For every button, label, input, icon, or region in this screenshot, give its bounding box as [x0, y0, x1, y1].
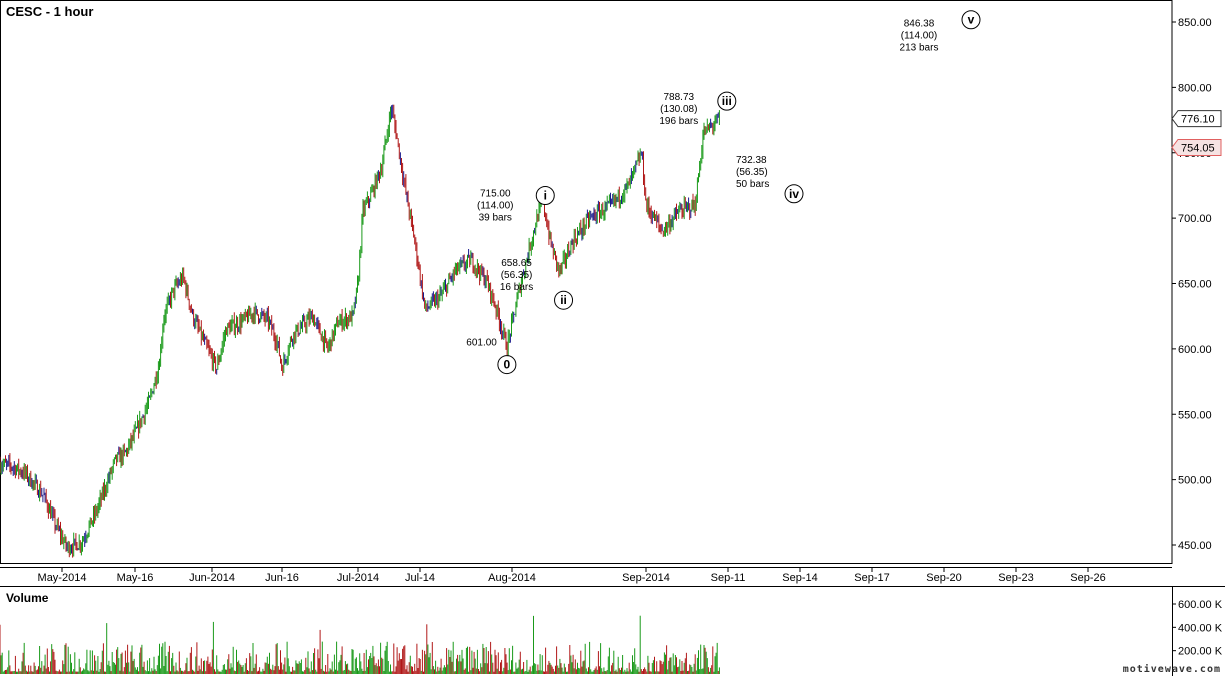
x-axis-tick-label: May-2014: [38, 572, 87, 584]
volume-axis-tick-label: 400.00 K: [1178, 622, 1223, 634]
volume-panel-title: Volume: [6, 591, 49, 605]
wave-label-iv: 732.38(56.35)50 bars iv: [736, 155, 804, 204]
wave-marker-numeral: iii: [722, 94, 732, 108]
price-panel-frame: [0, 0, 1173, 564]
wave-marker-circle: [717, 91, 737, 111]
price-axis-tick-label: 850.00: [1178, 17, 1212, 29]
wave-label-text: (56.35): [736, 167, 768, 178]
price-panel: 450.00500.00550.00600.00650.00700.00750.…: [0, 0, 1222, 584]
wave-marker-numeral: iv: [789, 187, 799, 201]
x-axis-tick-label: Jun-2014: [189, 572, 235, 584]
wave-marker-circle: [961, 10, 981, 30]
wave-label-text: 16 bars: [500, 282, 533, 293]
price-axis-tick-label: 800.00: [1178, 82, 1212, 94]
wave-label-text: (114.00): [477, 201, 514, 212]
wave-label-text: (130.08): [660, 104, 697, 115]
wave-label-text: 846.38: [904, 19, 935, 30]
wave-marker-numeral: ii: [560, 293, 567, 307]
wave-marker-circle: [497, 355, 517, 375]
price-axis-tick-label: 600.00: [1178, 344, 1212, 356]
x-axis-tick-label: Sep-14: [782, 572, 817, 584]
wave-label-i: 715.00(114.00)39 bars i: [477, 186, 555, 224]
wave-label-v: 846.38(114.00)213 bars v: [900, 10, 981, 54]
x-axis-tick-label: Sep-17: [854, 572, 889, 584]
price-axis-tick-label: 650.00: [1178, 279, 1212, 291]
price-axis-tick-label: 700.00: [1178, 213, 1212, 225]
volume-bars: [0, 615, 720, 674]
x-axis-tick-label: Sep-2014: [622, 572, 670, 584]
x-axis-tick-label: Jun-16: [265, 572, 299, 584]
wave-label-text: 658.65: [501, 258, 532, 269]
last-price-tag-label: 776.10: [1181, 114, 1215, 126]
x-axis-tick-label: Sep-26: [1070, 572, 1105, 584]
price-bars: [0, 104, 720, 558]
wave-label-text: (114.00): [901, 31, 938, 42]
wave-marker-circle: [535, 186, 555, 206]
volume-axis-tick-label: 200.00 K: [1178, 646, 1223, 658]
wave-label-text: 39 bars: [479, 213, 512, 224]
wave-label-text: 788.73: [664, 92, 695, 103]
x-axis-tick-label: Sep-23: [998, 572, 1033, 584]
wave-label-ii: 658.65(56.35)16 bars ii: [500, 258, 574, 310]
x-axis-tick-label: Sep-11: [711, 572, 746, 584]
wave-marker-numeral: v: [968, 13, 975, 27]
wave-label-text: 732.38: [736, 155, 767, 166]
x-axis-tick-label: Aug-2014: [488, 572, 536, 584]
wave-label-text: 50 bars: [736, 179, 769, 190]
x-axis-tick-label: Jul-14: [405, 572, 435, 584]
x-axis-tick-label: Sep-20: [926, 572, 961, 584]
price-axis-tick-label: 450.00: [1178, 540, 1212, 552]
wave-label-text: 715.00: [480, 189, 511, 200]
wave-marker-numeral: i: [544, 189, 547, 203]
wave-label-iii: 788.73(130.08)196 bars iii: [659, 91, 737, 127]
price-axis-tick-label: 550.00: [1178, 409, 1212, 421]
watermark: motivewave.com: [1122, 664, 1221, 675]
last-close-tag-label: 754.05: [1181, 142, 1215, 154]
volume-panel: 200.00 K 400.00 K 600.00 K: [0, 586, 1225, 676]
x-axis-tick-label: May-16: [117, 572, 154, 584]
wave-marker-numeral: 0: [504, 358, 511, 372]
wave-label-text: 213 bars: [900, 43, 939, 54]
wave-label-0: 601.00 0: [466, 338, 517, 375]
price-axis-tick-label: 500.00: [1178, 475, 1212, 487]
wave-marker-circle: [554, 290, 574, 310]
last-close-tag: 754.05: [1171, 138, 1222, 156]
volume-axis-tick-label: 600.00 K: [1178, 599, 1223, 611]
wave-marker-circle: [784, 184, 804, 204]
wave-label-text: 196 bars: [659, 116, 698, 127]
last-price-tag: 776.10: [1171, 110, 1222, 128]
wave-label-text: 601.00: [466, 338, 497, 349]
x-axis-tick-label: Jul-2014: [337, 572, 379, 584]
wave-label-text: (56.35): [501, 270, 533, 281]
chart-title: CESC - 1 hour: [6, 4, 94, 19]
